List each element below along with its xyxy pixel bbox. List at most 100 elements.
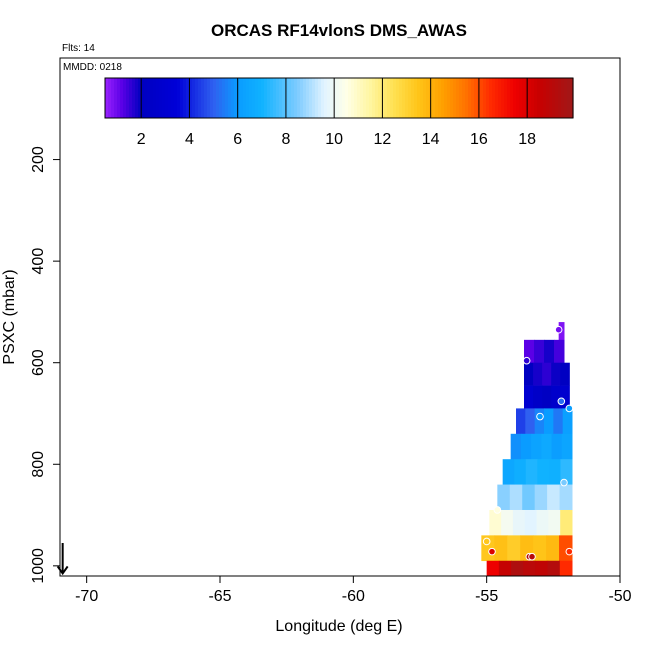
colorbar-segment (447, 78, 451, 118)
colorbar-segment (486, 78, 490, 118)
colorbar-segment (516, 78, 520, 118)
y-axis: 200 400 600 800 1000 (30, 146, 61, 584)
heatmap-cell (486, 560, 500, 577)
colorbar-segment (192, 78, 196, 118)
colorbar-segment (249, 78, 253, 118)
colorbar-segment (495, 78, 499, 118)
colorbar-segment (297, 78, 301, 118)
heatmap-cell (559, 560, 573, 577)
colorbar-segment (111, 78, 115, 118)
colorbar-segment (234, 78, 238, 118)
colorbar-segment (393, 78, 397, 118)
heatmap-cell (534, 484, 548, 511)
heatmap-cell (544, 408, 554, 435)
colorbar-segment (327, 78, 331, 118)
x-tick-label: -50 (608, 588, 631, 605)
colorbar-segment (276, 78, 280, 118)
observation-point (565, 547, 574, 556)
colorbar-segment (384, 78, 388, 118)
colorbar-segment (390, 78, 394, 118)
y-tick-label: 400 (30, 248, 47, 275)
observation-point (493, 506, 502, 514)
colorbar-tick-label: 18 (518, 131, 536, 148)
colorbar-segment (408, 78, 412, 118)
colorbar-segment (252, 78, 256, 118)
colorbar-segment (465, 78, 469, 118)
heatmap-cell (533, 362, 543, 386)
heatmap-cell (553, 408, 564, 435)
heatmap-cell (524, 339, 535, 363)
colorbar-segment (489, 78, 493, 118)
colorbar-segment (498, 78, 502, 118)
colorbar-segment (405, 78, 409, 118)
colorbar-segment (435, 78, 439, 118)
y-tick-label: 200 (30, 146, 47, 173)
observation-point (554, 325, 563, 334)
colorbar-tick-label: 6 (233, 131, 242, 148)
colorbar-segment (168, 78, 172, 118)
heatmap-cell (522, 484, 536, 511)
heatmap-cell (534, 408, 545, 435)
colorbar-segment (480, 78, 484, 118)
colorbar-segment (363, 78, 367, 118)
colorbar-segment (135, 78, 139, 118)
colorbar-tick-lines (140, 78, 528, 118)
colorbar-segment (246, 78, 250, 118)
y-tick-label: 800 (30, 451, 47, 478)
colorbar-segment (318, 78, 322, 118)
colorbar-segment (204, 78, 208, 118)
colorbar-segment (513, 78, 517, 118)
colorbar-segment (195, 78, 199, 118)
colorbar-segment (270, 78, 274, 118)
colorbar-gradient (105, 78, 574, 118)
colorbar-segment (351, 78, 355, 118)
colorbar-segment (219, 78, 223, 118)
x-axis-label: Longitude (deg E) (275, 618, 402, 635)
colorbar-segment (561, 78, 565, 118)
colorbar-segment (144, 78, 148, 118)
colorbar-segment (186, 78, 190, 118)
colorbar-segment (231, 78, 235, 118)
heatmap-cell (560, 459, 573, 485)
colorbar-segment (474, 78, 478, 118)
observation-point (557, 397, 566, 406)
colorbar-segment (201, 78, 205, 118)
colorbar-segment (309, 78, 313, 118)
colorbar-tick-label: 16 (470, 131, 488, 148)
colorbar-segment (432, 78, 436, 118)
colorbar-segment (369, 78, 373, 118)
colorbar-segment (357, 78, 361, 118)
colorbar-segment (492, 78, 496, 118)
colorbar-segment (180, 78, 184, 118)
heatmap-cell (524, 362, 534, 386)
colorbar-segment (228, 78, 232, 118)
colorbar-segment (225, 78, 229, 118)
colorbar-segment (303, 78, 307, 118)
observation-point (528, 552, 536, 561)
colorbar-segment (264, 78, 268, 118)
colorbar-segment (339, 78, 343, 118)
colorbar-segment (114, 78, 118, 118)
colorbar-segment (459, 78, 463, 118)
colorbar-segment (141, 78, 145, 118)
heatmap-cell (494, 535, 508, 562)
colorbar-segment (570, 78, 574, 118)
heatmap-cell (514, 459, 527, 485)
heatmap-cell (551, 433, 563, 460)
colorbar-segment (333, 78, 337, 118)
colorbar-segment (324, 78, 328, 118)
colorbar-segment (159, 78, 163, 118)
colorbar-segment (372, 78, 376, 118)
x-tick-label: -55 (475, 588, 498, 605)
x-axis: -70 -65 -60 -55 -50 (75, 575, 632, 605)
colorbar-segment (138, 78, 142, 118)
heatmap-cell (562, 408, 573, 435)
colorbar-segment (198, 78, 202, 118)
colorbar-segment (441, 78, 445, 118)
colorbar: 2 4 6 8 10 12 14 16 18 (104, 77, 574, 148)
colorbar-segment (174, 78, 178, 118)
heatmap-cell (509, 484, 523, 511)
heatmap-cell (501, 509, 514, 536)
observation-point (565, 404, 574, 413)
colorbar-segment (555, 78, 559, 118)
